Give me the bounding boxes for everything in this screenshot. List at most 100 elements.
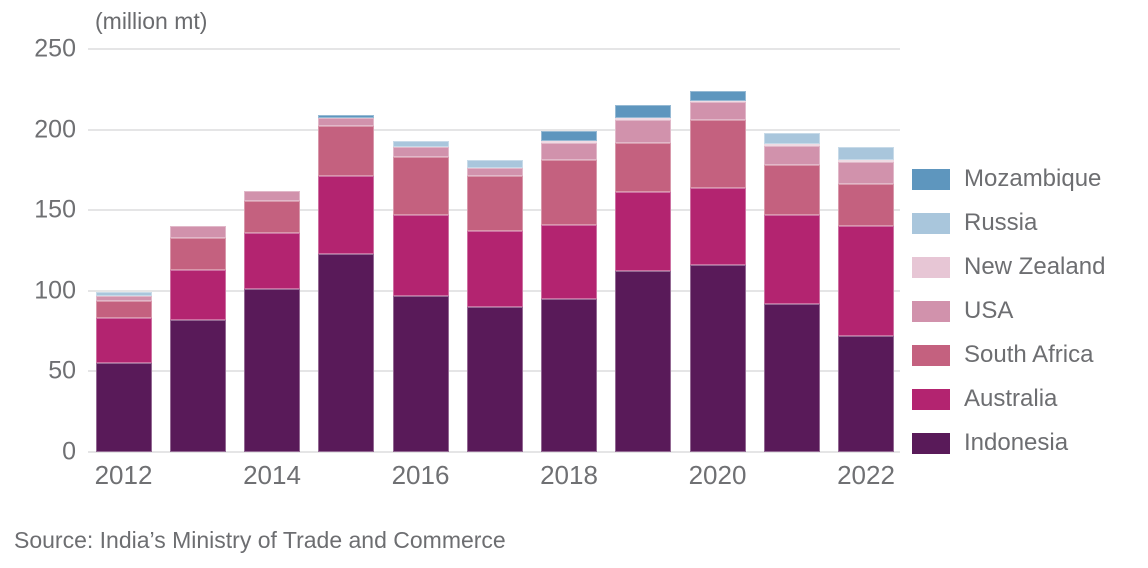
- legend-item-south-africa: South Africa: [912, 341, 1105, 369]
- bar-segment-australia-2014: [244, 232, 300, 290]
- bar-segment-australia-2017: [466, 231, 523, 307]
- legend-swatch-usa: [912, 300, 950, 322]
- bar-segment-south-africa-2020: [689, 119, 746, 188]
- bar-segment-south-africa-2014: [244, 200, 300, 233]
- bar-segment-south-africa-2015: [318, 126, 375, 177]
- x-tick-label-2016: 2016: [391, 460, 450, 490]
- legend-item-indonesia: Indonesia: [912, 429, 1105, 457]
- legend-label-usa: USA: [964, 297, 1014, 324]
- legend-label-australia: Australia: [964, 385, 1058, 412]
- bar-segment-usa-2020: [689, 102, 746, 120]
- chart-title: (million mt): [95, 8, 208, 34]
- bar-segment-russia-2017: [466, 160, 523, 169]
- legend: Mozambique Russia New Zealand USA South Afri…: [912, 165, 1105, 457]
- bar-2022: [838, 147, 894, 452]
- bar-segment-russia-2022: [838, 147, 894, 161]
- bar-segment-new-zealand-2021: [763, 144, 820, 146]
- bar-segment-australia-2013: [169, 269, 226, 320]
- legend-swatch-australia: [912, 388, 950, 410]
- bar-segment-south-africa-2016: [392, 157, 449, 216]
- bar-2013: [169, 226, 226, 452]
- legend-item-usa: USA: [912, 297, 1105, 325]
- bar-segment-mozambique-2020: [689, 90, 746, 101]
- bar-segment-indonesia-2021: [763, 303, 820, 452]
- bar-2021: [763, 132, 820, 452]
- bar-segment-new-zealand-2018: [541, 140, 597, 143]
- y-tick-label-200: 200: [34, 115, 76, 144]
- bar-segment-indonesia-2016: [392, 295, 449, 452]
- bar-segment-indonesia-2019: [615, 271, 672, 452]
- bar-segment-mozambique-2019: [615, 105, 672, 119]
- legend-swatch-mozambique: [912, 168, 950, 190]
- bar-2014: [244, 190, 300, 452]
- plot-area: [88, 48, 900, 453]
- y-tick-label-100: 100: [34, 276, 76, 305]
- bar-segment-usa-2015: [318, 118, 375, 127]
- legend-label-new-zealand: New Zealand: [964, 253, 1106, 280]
- bar-segment-usa-2013: [169, 226, 226, 238]
- bar-segment-russia-2012: [95, 292, 152, 296]
- bar-2015: [318, 115, 375, 452]
- bar-segment-australia-2019: [615, 192, 672, 272]
- bar-segment-usa-2012: [95, 295, 152, 301]
- source-note: Source: India’s Ministry of Trade and Co…: [14, 527, 506, 553]
- legend-item-australia: Australia: [912, 385, 1105, 413]
- gridline-200: [88, 128, 900, 131]
- bar-2018: [541, 131, 597, 452]
- bar-2017: [466, 160, 523, 452]
- bar-segment-indonesia-2017: [466, 306, 523, 452]
- x-axis: 2012 2014 2016 2018 2020 2022: [88, 462, 900, 496]
- x-tick-label-2014: 2014: [243, 460, 301, 490]
- y-tick-label-250: 250: [34, 34, 76, 63]
- gridline-0: [88, 451, 900, 453]
- bar-2016: [392, 140, 449, 452]
- bar-segment-indonesia-2018: [541, 298, 597, 452]
- y-axis: 0 50 100 150 200 250: [0, 36, 76, 464]
- bar-segment-usa-2014: [244, 190, 300, 201]
- bar-segment-usa-2021: [763, 145, 820, 166]
- bar-segment-usa-2022: [838, 161, 894, 185]
- bar-segment-australia-2015: [318, 176, 375, 254]
- bar-2019: [615, 105, 672, 452]
- legend-swatch-new-zealand: [912, 256, 950, 278]
- y-tick-label-0: 0: [62, 437, 76, 466]
- bar-segment-south-africa-2017: [466, 176, 523, 232]
- bar-segment-indonesia-2013: [169, 319, 226, 452]
- legend-swatch-russia: [912, 212, 950, 234]
- legend-swatch-indonesia: [912, 432, 950, 454]
- bar-segment-australia-2016: [392, 215, 449, 296]
- x-tick-label-2020: 2020: [688, 460, 747, 490]
- bar-segment-australia-2022: [838, 226, 894, 336]
- bar-segment-indonesia-2022: [838, 335, 894, 452]
- bar-segment-mozambique-2018: [541, 131, 597, 141]
- bar-segment-indonesia-2014: [244, 289, 300, 452]
- bar-segment-indonesia-2020: [689, 265, 746, 452]
- gridline-250: [88, 48, 900, 50]
- bar-segment-australia-2018: [541, 224, 597, 299]
- legend-item-russia: Russia: [912, 209, 1105, 237]
- bar-segment-south-africa-2019: [615, 142, 672, 193]
- bar-2020: [689, 90, 746, 452]
- bar-segment-new-zealand-2022: [838, 160, 894, 162]
- x-tick-label-2012: 2012: [94, 460, 153, 490]
- legend-item-mozambique: Mozambique: [912, 165, 1105, 193]
- legend-label-russia: Russia: [964, 209, 1038, 236]
- x-tick-label-2018: 2018: [540, 460, 598, 490]
- bar-segment-usa-2018: [541, 142, 597, 161]
- bar-segment-south-africa-2021: [763, 165, 820, 216]
- legend-label-indonesia: Indonesia: [964, 429, 1069, 456]
- bar-segment-new-zealand-2020: [689, 100, 746, 103]
- bar-segment-australia-2021: [763, 215, 820, 304]
- bar-segment-south-africa-2013: [169, 237, 226, 270]
- y-tick-label-150: 150: [34, 195, 76, 224]
- bar-segment-new-zealand-2019: [615, 118, 672, 120]
- legend-swatch-south-africa: [912, 344, 950, 366]
- bar-2012: [95, 292, 152, 452]
- bar-segment-usa-2019: [615, 119, 672, 143]
- bar-segment-south-africa-2018: [541, 160, 597, 225]
- bar-segment-australia-2012: [95, 318, 152, 364]
- bar-segment-south-africa-2012: [95, 300, 152, 319]
- bar-segment-south-africa-2022: [838, 184, 894, 227]
- bar-segment-indonesia-2015: [318, 253, 375, 452]
